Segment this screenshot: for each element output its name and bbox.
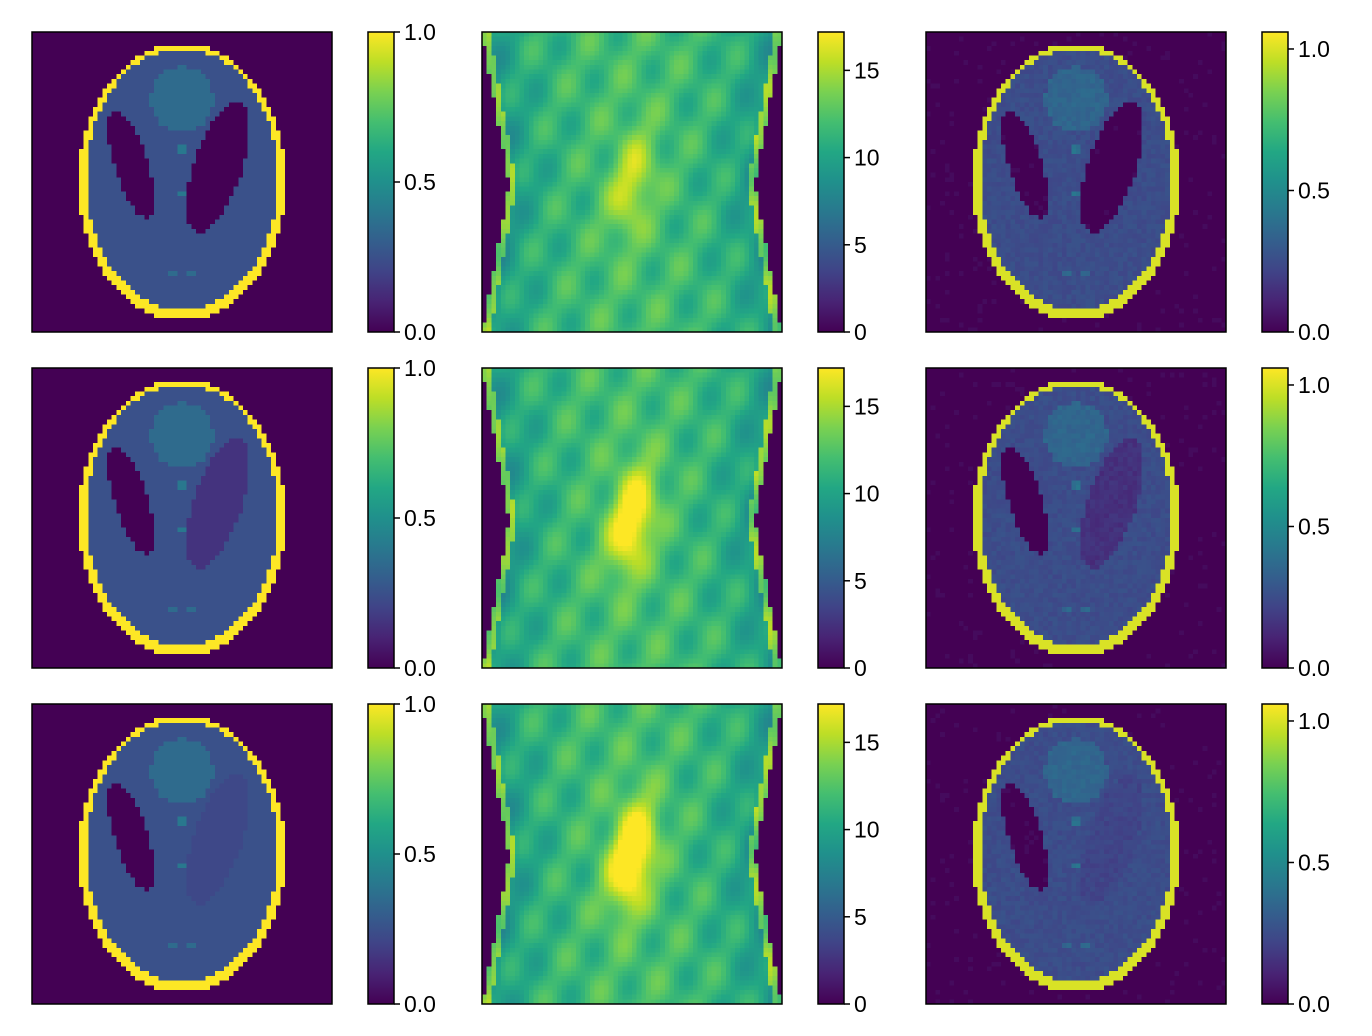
colorbar: [368, 32, 394, 332]
heatmap-image: [926, 32, 1226, 332]
heatmap-image: [926, 368, 1226, 668]
colorbar-tick-label: 15: [854, 393, 880, 419]
heatmap-image: [32, 704, 332, 1004]
colorbar: [818, 368, 844, 668]
heatmap-image: [32, 368, 332, 668]
panel-r1-c0: 0.0 0.5 1.0: [32, 355, 436, 681]
colorbar-tick-label: 0.5: [404, 505, 436, 531]
colorbar-tick-label: 1.0: [1298, 36, 1330, 62]
colorbar: [1262, 704, 1288, 1004]
panel-r0-c1: 0 5 10 15: [482, 32, 880, 345]
colorbar-tick-label: 15: [854, 729, 880, 755]
colorbar: [1262, 32, 1288, 332]
colorbar-tick-label: 10: [854, 817, 880, 843]
panel-r2-c1: 0 5 10 15: [482, 704, 880, 1017]
colorbar-tick-label: 15: [854, 57, 880, 83]
colorbar-tick-label: 10: [854, 145, 880, 171]
colorbar: [368, 368, 394, 668]
panel-r0-c0: 0.0 0.5 1.0: [32, 19, 436, 345]
panel-r1-c2: 0.0 0.5 1.0: [926, 368, 1330, 681]
colorbar-tick-label: 0.5: [404, 841, 436, 867]
colorbar-tick-label: 0.0: [404, 991, 436, 1017]
colorbar-tick-label: 0.0: [1298, 319, 1330, 345]
colorbar-tick-label: 1.0: [404, 691, 436, 717]
panel-r2-c0: 0.0 0.5 1.0: [32, 691, 436, 1017]
heatmap-image: [482, 368, 782, 668]
colorbar-tick-label: 0.5: [1298, 513, 1330, 539]
colorbar-tick-label: 0: [854, 319, 867, 345]
panel-r2-c2: 0.0 0.5 1.0: [926, 704, 1330, 1017]
colorbar-tick-label: 1.0: [1298, 372, 1330, 398]
heatmap-image: [926, 704, 1226, 1004]
colorbar-tick-label: 0.0: [1298, 655, 1330, 681]
colorbar-tick-label: 5: [854, 232, 867, 258]
colorbar-tick-label: 0.0: [1298, 991, 1330, 1017]
colorbar-tick-label: 0.5: [1298, 849, 1330, 875]
colorbar-tick-label: 0.0: [404, 655, 436, 681]
panel-r0-c2: 0.0 0.5 1.0: [926, 32, 1330, 345]
colorbar-tick-label: 10: [854, 481, 880, 507]
colorbar: [1262, 368, 1288, 668]
colorbar: [818, 704, 844, 1004]
colorbar-tick-label: 0.5: [404, 169, 436, 195]
heatmap-image: [32, 32, 332, 332]
colorbar: [368, 704, 394, 1004]
colorbar-tick-label: 1.0: [404, 19, 436, 45]
colorbar-tick-label: 1.0: [404, 355, 436, 381]
colorbar: [818, 32, 844, 332]
colorbar-tick-label: 1.0: [1298, 708, 1330, 734]
colorbar-tick-label: 5: [854, 904, 867, 930]
colorbar-tick-label: 0: [854, 655, 867, 681]
panel-r1-c1: 0 5 10 15: [482, 368, 880, 681]
colorbar-tick-label: 5: [854, 568, 867, 594]
colorbar-tick-label: 0: [854, 991, 867, 1017]
colorbar-tick-label: 0.5: [1298, 177, 1330, 203]
heatmap-image: [482, 32, 782, 332]
colorbar-tick-label: 0.0: [404, 319, 436, 345]
heatmap-image: [482, 704, 782, 1004]
